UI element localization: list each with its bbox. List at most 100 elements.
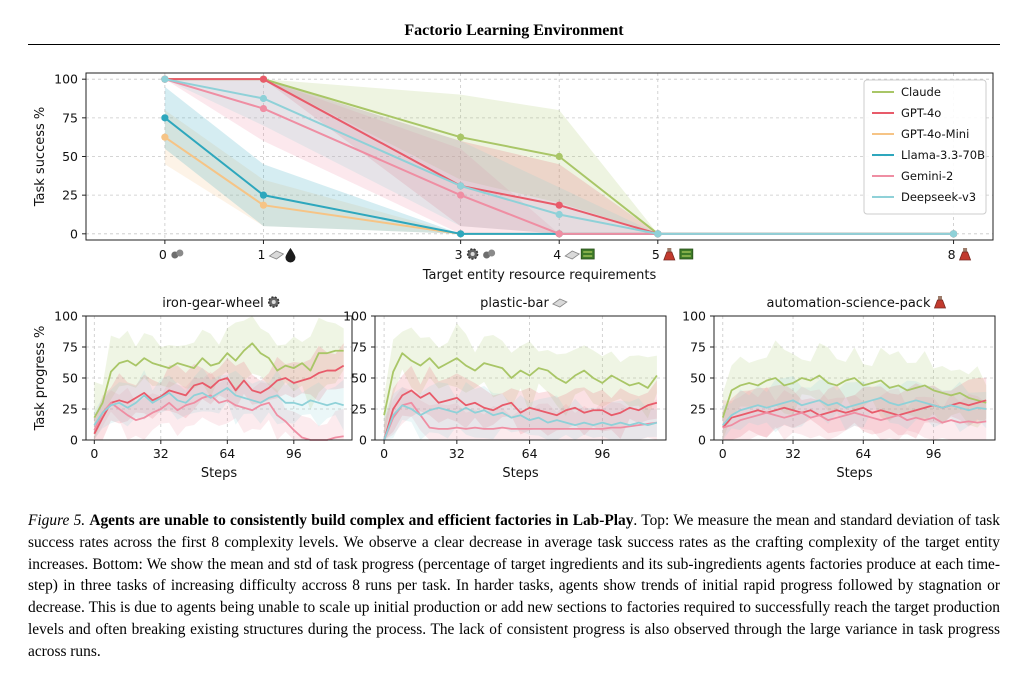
series-line-claude [721, 374, 987, 418]
band-gpt-4o [384, 365, 657, 440]
series-line-deepseek-v3 [93, 387, 344, 426]
series-line-deepseek-v3 [164, 78, 954, 235]
y-tick-label: 50 [690, 371, 706, 386]
science-flask-icon [958, 248, 972, 261]
data-point-gpt-4o-mini [259, 201, 268, 209]
data-point-gpt-4o [259, 75, 268, 83]
legend-label-gemini-2: Gemini-2 [901, 169, 953, 183]
legend-label-llama-3-3-70b: Llama-3.3-70B [901, 148, 985, 162]
progress-chart-automation-science-pack: 0 25 50 75 100 0 32 64 96 automation-science-pack… [682, 296, 996, 481]
x-tick-label: 64 [855, 446, 871, 461]
y-tick-label: 100 [54, 309, 78, 324]
x-axis-label-steps: Steps [502, 466, 539, 481]
panel-title-iron-gear-wheel: iron-gear-wheel [162, 296, 263, 311]
x-tick-label: 64 [522, 446, 538, 461]
x-axis-label-steps: Steps [836, 466, 873, 481]
gear-icon [267, 296, 280, 308]
caption-bold: Agents are unable to consistently build … [89, 512, 634, 529]
data-point-llama-3-3-70b [161, 114, 169, 122]
data-point-deepseek-v3 [555, 210, 563, 219]
legend-label-claude: Claude [901, 85, 941, 99]
series-line-gpt-4o [383, 389, 658, 441]
gear-icon [466, 248, 479, 260]
data-point-llama-3-3-70b [457, 230, 465, 238]
series-line-deepseek-v3 [722, 396, 987, 426]
legend: Claude GPT-4o GPT-4o-Mini Llama-3.3-70B Gemi… [863, 79, 987, 215]
y-tick-label: 25 [62, 188, 78, 203]
data-point-claude [457, 133, 465, 141]
legend-box [863, 79, 987, 215]
series-line-gpt-4o [93, 364, 345, 435]
progress-chart-iron-gear-wheel: 0 25 50 75 100 0 32 64 96 iron-gear-wheel Steps Tas… [33, 296, 353, 481]
y-tick-label: 50 [62, 149, 78, 164]
band-gemini-2 [164, 79, 954, 234]
y-tick-label: 25 [62, 402, 78, 417]
band-claude [94, 316, 344, 440]
science-flask-icon [933, 296, 947, 309]
band-gpt-4o [164, 79, 954, 234]
caption-label: Figure 5. [28, 512, 86, 529]
x-tick-label: 0 [159, 247, 167, 262]
x-tick-label: 32 [785, 446, 801, 461]
x-tick-label: 64 [219, 446, 235, 461]
progress-chart-plastic-bar: 0 25 50 75 100 0 32 64 96 plastic-bar Steps [343, 296, 667, 481]
panel-title-plastic-bar: plastic-bar [480, 296, 549, 311]
data-point-gpt-4o-mini [161, 133, 169, 141]
y-tick-label: 75 [62, 340, 78, 355]
legend-label-deepseek-v3: Deepseek-v3 [901, 190, 976, 204]
series-line-deepseek-v3 [383, 404, 658, 441]
plastic-plate-icon [552, 298, 568, 308]
y-tick-label: 50 [351, 371, 367, 386]
x-tick-label: 96 [286, 446, 302, 461]
data-point-deepseek-v3 [161, 75, 169, 83]
figure-caption: Figure 5. Agents are unable to consisten… [28, 510, 1000, 663]
x-tick-label: 3 [455, 247, 463, 262]
data-point-deepseek-v3 [457, 182, 465, 190]
task-success-chart: 0 25 50 75 100 0 1 3 4 5 8 Target entity resource r… [33, 72, 994, 283]
y-tick-label: 25 [690, 402, 706, 417]
legend-label-gpt-4o: GPT-4o [901, 106, 941, 120]
band-claude [722, 340, 987, 440]
science-flask-icon [663, 248, 676, 261]
data-point-llama-3-3-70b [259, 191, 268, 199]
ore-icon [171, 249, 184, 259]
x-tick-label: 32 [153, 446, 169, 461]
oil-drop-icon [285, 248, 296, 263]
x-tick-label: 32 [449, 446, 465, 461]
y-tick-label: 0 [70, 226, 78, 241]
y-tick-label: 100 [54, 72, 78, 87]
y-tick-label: 75 [351, 340, 367, 355]
series-line-gemini-2 [383, 401, 658, 441]
circuit-icon [580, 248, 595, 260]
top-x-axis-label: Target entity resource requirements [422, 268, 657, 283]
caption-text: . Top: We measure the mean and standard … [28, 512, 1000, 660]
data-point-deepseek-v3 [949, 230, 958, 238]
data-point-deepseek-v3 [259, 94, 268, 103]
y-tick-label: 50 [62, 371, 78, 386]
band-gpt-4o [722, 377, 987, 440]
bottom-y-axis-label: Task progress % [33, 326, 48, 432]
x-tick-label: 5 [652, 247, 660, 262]
legend-label-gpt-4o-mini: GPT-4o-Mini [901, 127, 969, 141]
band-deepseek-v3 [164, 79, 954, 234]
data-point-gemini-2 [555, 230, 563, 238]
series-line-claude [93, 342, 344, 419]
band-deepseek-v3 [384, 382, 657, 440]
series-line-claude [383, 352, 658, 416]
data-point-gemini-2 [259, 104, 268, 113]
data-point-gpt-4o [555, 201, 563, 209]
y-tick-label: 100 [343, 309, 367, 324]
band-claude [384, 323, 657, 437]
y-tick-label: 0 [698, 433, 706, 448]
data-point-deepseek-v3 [654, 230, 662, 238]
band-gemini-2 [384, 387, 657, 440]
y-tick-label: 25 [351, 402, 367, 417]
plastic-plate-icon [564, 250, 581, 260]
x-tick-label: 0 [90, 446, 98, 461]
series-line-gemini-2 [93, 394, 344, 441]
band-deepseek-v3 [722, 376, 987, 440]
series-line-gemini-2 [722, 411, 987, 429]
y-tick-label: 100 [682, 309, 706, 324]
x-tick-label: 8 [948, 247, 956, 262]
panel-title-automation-science-pack: automation-science-pack [767, 296, 931, 311]
